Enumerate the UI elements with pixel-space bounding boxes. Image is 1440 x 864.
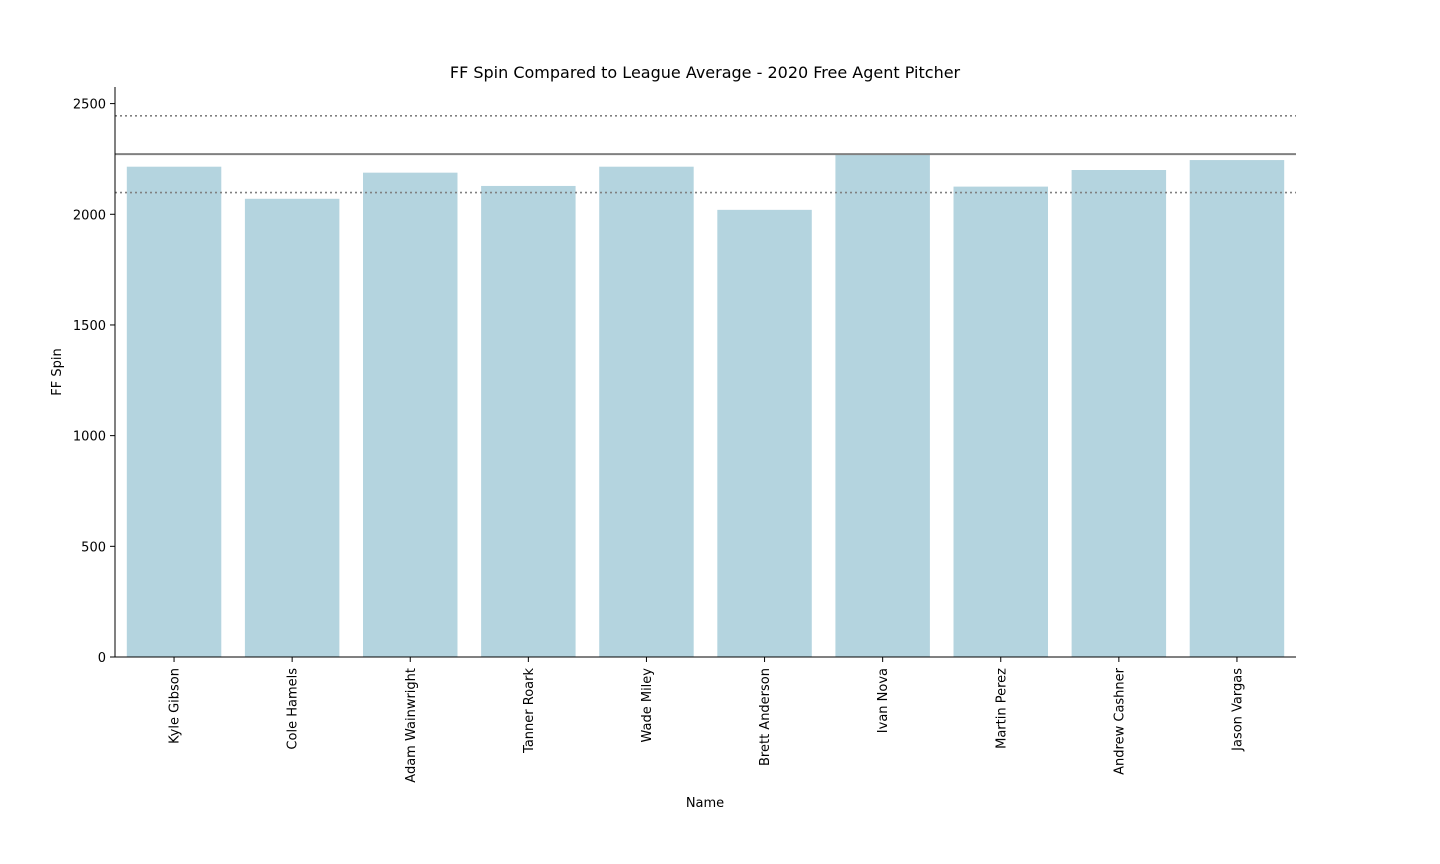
y-tick-label: 1000 — [73, 430, 106, 445]
y-axis-title: FF Spin — [50, 348, 65, 395]
y-tick-label: 500 — [81, 540, 106, 555]
bar — [481, 185, 576, 657]
x-tick-label: Brett Anderson — [758, 668, 773, 766]
y-tick-label: 0 — [98, 651, 106, 666]
bar — [126, 166, 222, 657]
x-tick-label: Kyle Gibson — [168, 668, 183, 744]
y-tick-label: 2500 — [73, 98, 106, 113]
bar — [953, 186, 1048, 658]
x-tick-label: Andrew Cashner — [1112, 667, 1127, 774]
x-tick-label: Tanner Roark — [522, 668, 537, 754]
x-tick-label: Jason Vargas — [1230, 668, 1245, 752]
reference-lines-group — [115, 114, 1296, 194]
bar — [717, 209, 812, 657]
y-tick-label: 1500 — [73, 319, 106, 334]
y-tick-label: 2000 — [73, 208, 106, 223]
x-tick-label: Adam Wainwright — [404, 668, 419, 783]
bar — [244, 198, 340, 657]
x-tick-label: Cole Hamels — [286, 668, 301, 750]
bar — [599, 166, 694, 657]
x-tick-label: Ivan Nova — [876, 668, 891, 733]
bar — [1071, 170, 1167, 657]
bars-group — [126, 154, 1285, 658]
bar — [1189, 160, 1285, 658]
chart-title: FF Spin Compared to League Average - 202… — [450, 63, 961, 82]
bar — [835, 154, 930, 657]
x-tick-label: Wade Miley — [640, 668, 655, 743]
x-tick-label: Martin Perez — [994, 668, 1009, 749]
bar — [363, 172, 458, 657]
x-axis-title: Name — [686, 796, 724, 811]
axes-group: Kyle Gibson Cole Hamels Adam Wainwright Tan… — [73, 87, 1296, 783]
